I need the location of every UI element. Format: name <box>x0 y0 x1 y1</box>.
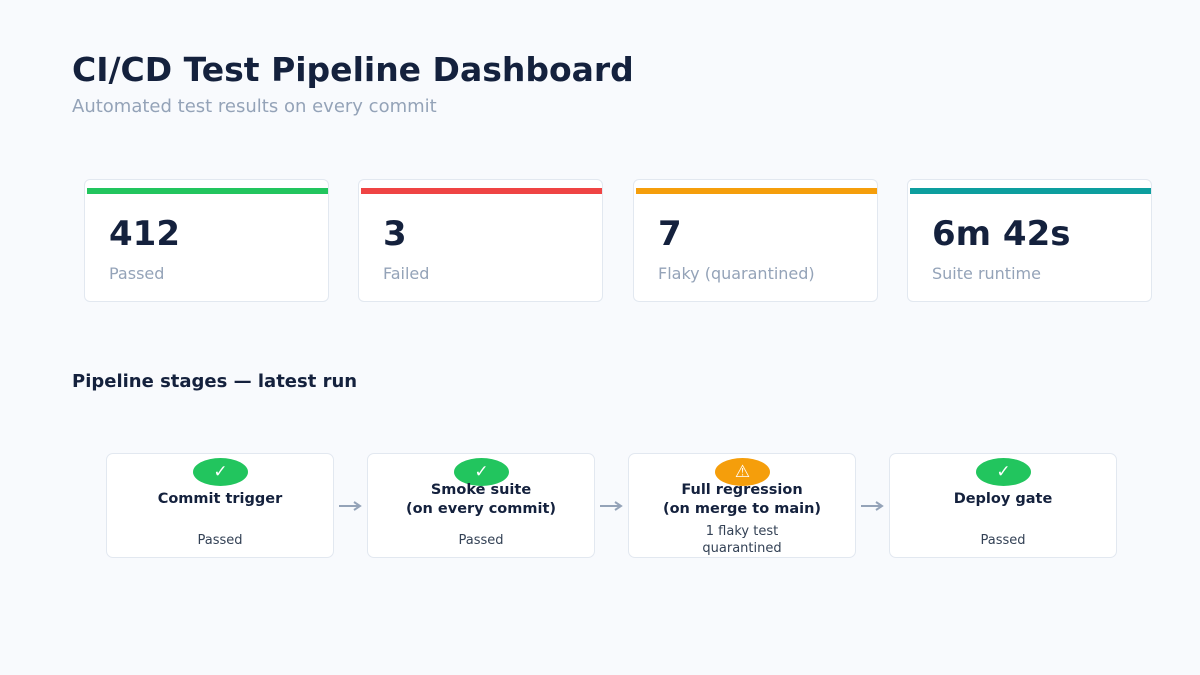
check-icon: ✓ <box>454 458 509 486</box>
stage-status: Passed <box>458 533 504 548</box>
page-title: CI/CD Test Pipeline Dashboard <box>72 50 634 89</box>
stage-smoke-suite[interactable]: ✓ Smoke suite (on every commit) Passed <box>367 453 595 558</box>
check-icon: ✓ <box>976 458 1031 486</box>
kpi-card-failed: 3 Failed <box>358 179 603 302</box>
warning-icon: ⚠ <box>715 458 770 486</box>
stage-status: Passed <box>980 533 1026 548</box>
arrow-right-icon <box>861 501 884 511</box>
stage-name: Deploy gate <box>953 491 1053 507</box>
stage-full-regression[interactable]: ⚠ Full regression (on merge to main) 1 f… <box>628 453 856 558</box>
stage-commit-trigger[interactable]: ✓ Commit trigger Passed <box>106 453 334 558</box>
kpi-accent-bar <box>636 188 877 194</box>
kpi-value: 7 <box>658 214 682 254</box>
kpi-accent-bar <box>361 188 602 194</box>
kpi-label: Passed <box>109 264 165 283</box>
section-title-pipeline-stages: Pipeline stages — latest run <box>72 371 358 392</box>
kpi-card-flaky: 7 Flaky (quarantined) <box>633 179 878 302</box>
kpi-accent-bar <box>910 188 1151 194</box>
kpi-value: 3 <box>383 214 407 254</box>
stage-name: Full regression (on merge to main) <box>662 482 822 517</box>
kpi-card-runtime: 6m 42s Suite runtime <box>907 179 1152 302</box>
kpi-label: Flaky (quarantined) <box>658 264 815 283</box>
kpi-label: Suite runtime <box>932 264 1041 283</box>
arrow-right-icon <box>339 501 362 511</box>
stage-name: Smoke suite (on every commit) <box>405 482 557 517</box>
page-subtitle: Automated test results on every commit <box>72 96 437 117</box>
arrow-right-icon <box>600 501 623 511</box>
kpi-value: 412 <box>109 214 180 254</box>
kpi-card-passed: 412 Passed <box>84 179 329 302</box>
stage-status: 1 flaky test quarantined <box>702 524 782 556</box>
kpi-value: 6m 42s <box>932 214 1071 254</box>
stage-deploy-gate[interactable]: ✓ Deploy gate Passed <box>889 453 1117 558</box>
kpi-label: Failed <box>383 264 430 283</box>
check-icon: ✓ <box>193 458 248 486</box>
kpi-accent-bar <box>87 188 328 194</box>
stage-status: Passed <box>197 533 243 548</box>
stage-name: Commit trigger <box>157 491 283 507</box>
